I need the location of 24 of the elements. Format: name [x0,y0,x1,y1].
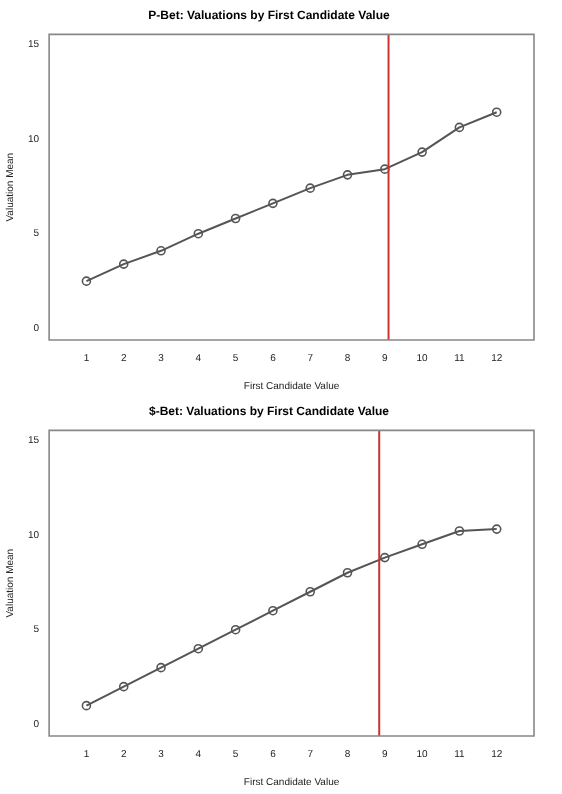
point [454,122,465,133]
point [118,681,129,692]
point [156,662,166,673]
point [342,170,353,180]
point [230,213,241,224]
point [380,552,390,563]
point [305,586,316,597]
point [118,259,129,269]
point [491,524,502,534]
point [230,624,241,635]
point [193,228,204,239]
point [81,276,92,286]
point [454,526,465,536]
point [417,539,427,550]
point [380,164,390,174]
point [417,147,427,157]
point [491,107,502,118]
point [193,643,204,654]
point [305,183,316,193]
point [268,605,278,616]
point [268,198,278,209]
point [156,245,166,256]
point [81,700,92,711]
point [342,567,353,578]
